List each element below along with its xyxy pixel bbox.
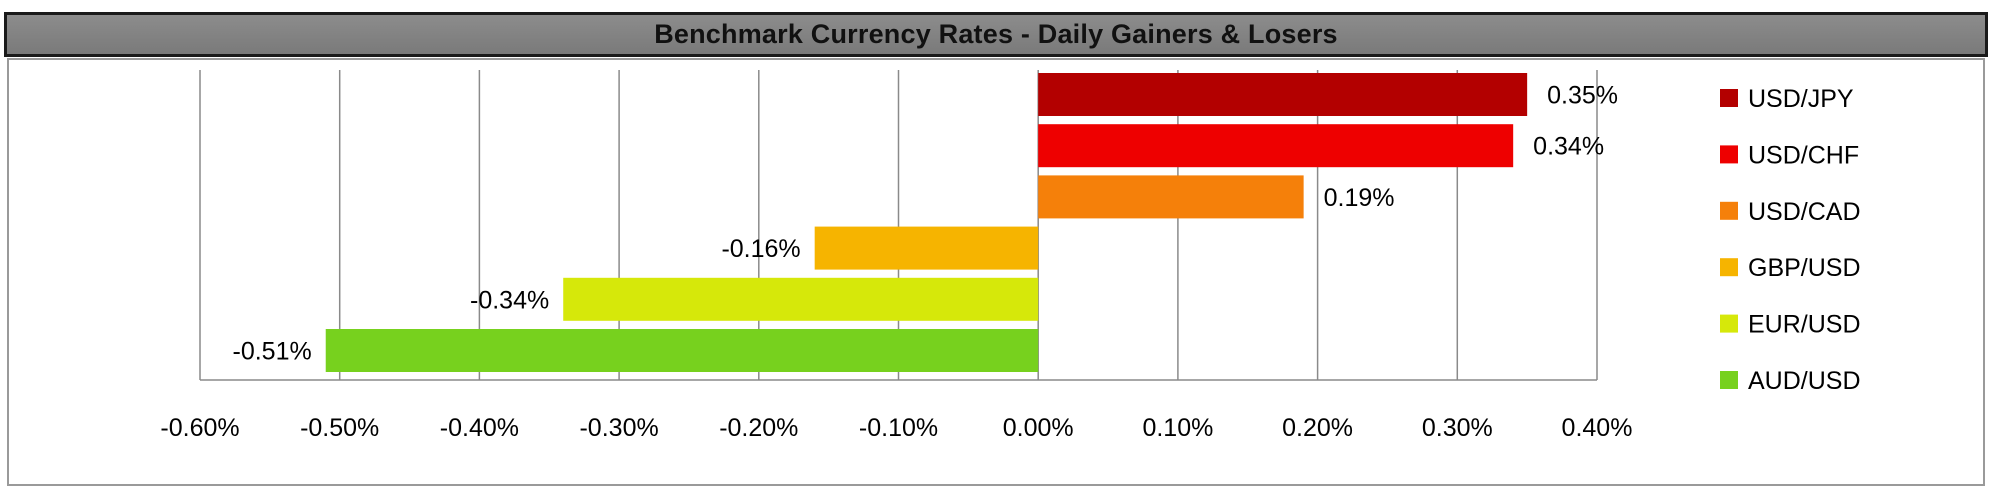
data-label: 0.34% bbox=[1533, 133, 1604, 161]
data-label: -0.16% bbox=[721, 235, 800, 263]
legend-label: GBP/USD bbox=[1748, 254, 1861, 282]
data-label: 0.35% bbox=[1547, 82, 1618, 110]
bar bbox=[563, 277, 1039, 321]
data-label: -0.34% bbox=[470, 286, 549, 314]
x-tick-label: 0.40% bbox=[1562, 414, 1633, 442]
legend-label: USD/CAD bbox=[1748, 198, 1861, 226]
x-tick-label: 0.00% bbox=[1003, 414, 1074, 442]
bar bbox=[1038, 73, 1528, 116]
legend-swatch bbox=[1720, 201, 1738, 220]
data-label: 0.19% bbox=[1324, 184, 1395, 212]
bar bbox=[325, 329, 1039, 372]
legend-swatch bbox=[1720, 145, 1738, 164]
x-tick-label: 0.10% bbox=[1142, 414, 1213, 442]
legend-swatch bbox=[1720, 314, 1738, 333]
x-tick-label: -0.60% bbox=[160, 414, 239, 442]
legend-label: USD/CHF bbox=[1748, 141, 1859, 169]
x-tick-label: -0.50% bbox=[300, 414, 379, 442]
bar bbox=[1038, 175, 1304, 219]
legend-label: EUR/USD bbox=[1748, 311, 1861, 339]
x-tick-label: -0.10% bbox=[859, 414, 938, 442]
legend-swatch bbox=[1720, 258, 1738, 277]
chart-title: Benchmark Currency Rates - Daily Gainers… bbox=[654, 19, 1338, 49]
data-label: -0.51% bbox=[233, 338, 312, 366]
bar bbox=[814, 226, 1039, 270]
legend-label: AUD/USD bbox=[1748, 367, 1861, 395]
chart-title-bar: Benchmark Currency Rates - Daily Gainers… bbox=[4, 12, 1988, 57]
bar bbox=[1038, 124, 1514, 168]
legend-swatch bbox=[1720, 371, 1738, 389]
x-tick-label: -0.20% bbox=[719, 414, 798, 442]
x-tick-label: -0.40% bbox=[440, 414, 519, 442]
x-tick-label: 0.20% bbox=[1282, 414, 1353, 442]
legend-label: USD/JPY bbox=[1748, 85, 1854, 113]
x-tick-label: 0.30% bbox=[1422, 414, 1493, 442]
chart-frame bbox=[7, 58, 1985, 486]
legend-swatch bbox=[1720, 89, 1738, 107]
x-tick-label: -0.30% bbox=[579, 414, 658, 442]
